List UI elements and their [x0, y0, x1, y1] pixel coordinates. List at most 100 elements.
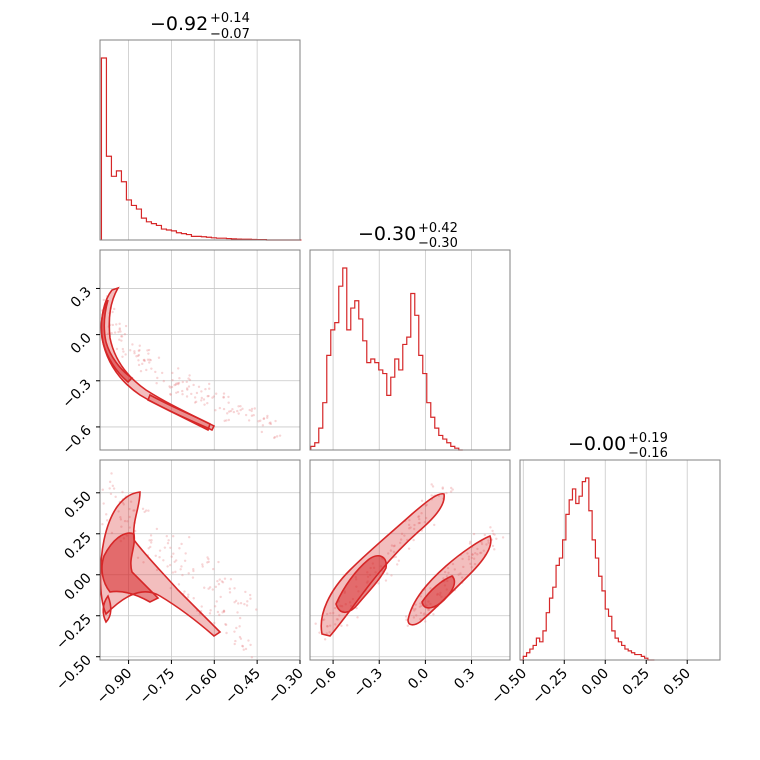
scatter-point [238, 625, 241, 628]
x-tick-label: −0.45 [222, 666, 264, 708]
scatter-point [201, 565, 204, 568]
scatter-point [217, 560, 220, 564]
scatter-point [474, 552, 477, 555]
scatter-point [206, 561, 209, 564]
scatter-point [218, 578, 221, 581]
scatter-point [183, 590, 186, 593]
scatter-point [419, 595, 423, 598]
scatter-point [117, 330, 120, 334]
scatter-point [449, 486, 453, 490]
scatter-point [433, 523, 436, 527]
scatter-point [235, 626, 238, 630]
scatter-point [394, 555, 398, 559]
scatter-point [413, 609, 416, 612]
scatter-point [224, 623, 227, 626]
scatter-point [206, 394, 209, 398]
scatter-point [468, 542, 472, 545]
histograms [100, 57, 655, 661]
scatter-point [236, 611, 239, 614]
scatter-point [162, 559, 165, 562]
scatter-point [417, 521, 420, 525]
scatter-point [430, 483, 433, 486]
scatter-point [491, 544, 495, 548]
scatter-point [250, 407, 254, 411]
scatter-point [178, 377, 181, 380]
scatter-point [323, 638, 327, 641]
title-param3: −0.00 [568, 433, 626, 455]
scatter-point [190, 392, 193, 396]
panel-frame [99, 459, 301, 661]
scatter-point [207, 587, 210, 590]
scatter-point [269, 422, 273, 426]
y-tick-label: 0.25 [61, 529, 94, 562]
title-param1: −0.92 [150, 13, 208, 35]
scatter-point [422, 613, 426, 616]
scatter-point [227, 395, 230, 399]
scatter-point [239, 601, 243, 605]
scatter-point [128, 515, 131, 519]
scatter-point [259, 419, 262, 422]
scatter-point [404, 615, 408, 618]
scatter-point [150, 538, 153, 542]
scatter-point [444, 570, 447, 574]
scatter-point [395, 563, 399, 566]
scatter-point [185, 387, 189, 390]
scatter-point [118, 328, 121, 331]
scatter-point [214, 409, 217, 412]
scatter-point [203, 586, 206, 589]
scatter-point [192, 597, 195, 600]
scatter-point [221, 581, 225, 584]
scatter-point [220, 580, 224, 583]
scatter-point [413, 523, 416, 527]
panel-frame [99, 249, 301, 451]
x-tick-label: 0.3 [451, 666, 478, 693]
scatter-point [177, 583, 181, 586]
scatter-point [122, 503, 125, 506]
scatter-point [252, 413, 255, 417]
scatter-point [275, 435, 279, 438]
scatter-point [171, 378, 174, 382]
scatter-point [131, 343, 134, 346]
scatter-point [179, 568, 182, 571]
scatter-point [175, 382, 178, 385]
scatter-point [466, 552, 469, 555]
scatter-point [418, 521, 421, 525]
scatter-point [119, 516, 122, 519]
scatter-point [255, 608, 258, 611]
scatter-point [397, 559, 401, 562]
contour-p1-p2 [100, 286, 216, 432]
scatter-point [110, 531, 114, 535]
scatter-point [206, 401, 209, 405]
scatter-point [233, 587, 236, 590]
scatter-point [237, 602, 240, 605]
scatter-point [392, 544, 396, 548]
scatter-point [207, 394, 210, 398]
scatter-point [221, 611, 224, 614]
scatter-point [501, 536, 505, 539]
scatter-point [234, 639, 237, 643]
scatter-point [485, 543, 488, 546]
scatter-point [424, 504, 428, 507]
scatter-point [138, 344, 141, 347]
scatter-point [470, 565, 473, 569]
scatter-point [417, 515, 420, 519]
scatter-point [177, 367, 180, 370]
scatter-point [213, 621, 216, 625]
scatter-point [108, 480, 112, 484]
scatter-point [147, 348, 151, 352]
scatter-point [470, 556, 473, 560]
scatter-point [181, 573, 184, 577]
x-tick-label: −0.50 [488, 666, 530, 708]
scatter-point [469, 540, 472, 543]
scatter-point [191, 576, 195, 579]
panel-frame [99, 39, 301, 241]
title-param2-plus: +0.42 [418, 221, 458, 236]
scatter-point [185, 395, 189, 398]
scatter-point [248, 593, 252, 597]
scatter-point [400, 532, 404, 536]
scatter-point [158, 549, 162, 552]
scatter-point [469, 562, 472, 565]
scatter-point [257, 420, 260, 423]
scatter-point [109, 492, 113, 496]
scatter-point [115, 347, 119, 351]
